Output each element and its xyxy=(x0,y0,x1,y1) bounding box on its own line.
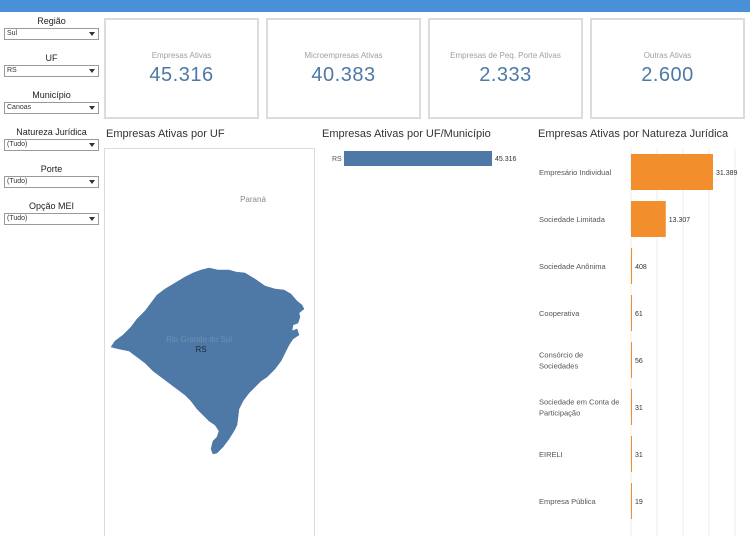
category-label-line: Sociedades xyxy=(539,362,578,371)
kpi-value: 2.333 xyxy=(479,64,532,86)
filter-label: Natureza Jurídica xyxy=(16,127,87,137)
uf-chart-title: Empresas Ativas por UF/Município xyxy=(322,128,491,140)
uf-category-label: RS xyxy=(332,156,342,163)
state-name-label: Rio Grande do Sul xyxy=(166,335,232,344)
natureza-bar[interactable] xyxy=(631,389,632,425)
natureza-category-label: Sociedade em Conta de Participação xyxy=(539,398,619,418)
natureza-value-label: 56 xyxy=(635,358,643,365)
neighbor-state-label: Paraná xyxy=(240,195,266,204)
natureza-value-label: 61 xyxy=(635,311,643,318)
natureza-bar[interactable] xyxy=(631,295,632,331)
natureza-category-label: Empresa Pública xyxy=(539,497,597,506)
filter-label: Opção MEI xyxy=(28,201,75,211)
kpi-value: 45.316 xyxy=(149,64,214,86)
category-label-line: Consórcio de xyxy=(539,351,583,360)
category-label-line: Sociedade Anônima xyxy=(539,262,607,271)
kpi-card-empresas-ativas: Empresas Ativas 45.316 xyxy=(104,18,259,119)
dropdown-value: (Tudo) xyxy=(7,215,28,222)
natureza-bar[interactable] xyxy=(631,248,633,284)
chevron-down-icon xyxy=(89,180,95,184)
natureza-bar[interactable] xyxy=(631,154,713,190)
municipio-dropdown[interactable]: Canoas xyxy=(4,102,99,114)
dropdown-value: Sul xyxy=(7,30,18,37)
kpi-card-pequeno-porte: Empresas de Peq. Porte Ativas 2.333 xyxy=(428,18,583,119)
natureza-category-label: Empresário Individual xyxy=(539,168,611,177)
kpi-label: Empresas Ativas xyxy=(151,51,212,60)
category-label-line: Cooperativa xyxy=(539,309,580,318)
natureza-value-label: 31 xyxy=(635,452,643,459)
dropdown-value: RS xyxy=(7,67,17,74)
mei-dropdown[interactable]: (Tudo) xyxy=(4,213,99,225)
natureza-category-label: EIRELI xyxy=(539,450,563,459)
uf-dropdown[interactable]: RS xyxy=(4,65,99,77)
filter-porte: Porte (Tudo) xyxy=(4,162,99,199)
category-label-line: Empresário Individual xyxy=(539,168,611,177)
natureza-category-label: Cooperativa xyxy=(539,309,580,318)
category-label-line: Sociedade Limitada xyxy=(539,215,606,224)
natureza-category-label: Consórcio de Sociedades xyxy=(539,351,583,371)
natureza-value-label: 408 xyxy=(635,264,647,271)
natureza-bar[interactable] xyxy=(631,342,632,378)
kpi-label: Microempresas Ativas xyxy=(304,51,383,60)
filter-municipio: Município Canoas xyxy=(4,88,99,125)
natureza-value-label: 31.389 xyxy=(716,170,738,177)
natureza-chart-title: Empresas Ativas por Natureza Jurídica xyxy=(538,128,729,140)
natureza-bar[interactable] xyxy=(631,436,632,472)
chevron-down-icon xyxy=(89,217,95,221)
uf-value-label: 45.316 xyxy=(495,156,517,163)
map-title: Empresas Ativas por UF xyxy=(106,128,225,140)
uf-municipio-chart: RS 45.316 xyxy=(332,151,517,166)
natureza-juridica-chart: Empresário Individual 31.389 Sociedade Lim… xyxy=(539,148,738,536)
chevron-down-icon xyxy=(89,69,95,73)
filter-label: Município xyxy=(32,90,71,100)
top-banner xyxy=(0,0,750,12)
natureza-dropdown[interactable]: (Tudo) xyxy=(4,139,99,151)
map-canvas: Paraná Rio Grande do Sul RS xyxy=(110,195,305,455)
filter-regiao: Região Sul xyxy=(4,14,99,51)
uf-bar[interactable] xyxy=(344,151,492,166)
kpi-card-microempresas: Microempresas Ativas 40.383 xyxy=(266,18,421,119)
chevron-down-icon xyxy=(89,32,95,36)
map-panel: Paraná Rio Grande do Sul RS xyxy=(104,148,315,536)
natureza-value-label: 19 xyxy=(635,499,643,506)
state-abbrev-label: RS xyxy=(195,345,206,354)
filter-label: Região xyxy=(37,16,66,26)
chevron-down-icon xyxy=(89,106,95,110)
filter-mei: Opção MEI (Tudo) xyxy=(4,199,99,236)
porte-dropdown[interactable]: (Tudo) xyxy=(4,176,99,188)
natureza-category-label: Sociedade Limitada xyxy=(539,215,606,224)
kpi-value: 2.600 xyxy=(641,64,694,86)
category-label-line: Participação xyxy=(539,409,580,418)
rs-state-shape[interactable] xyxy=(110,267,305,455)
filter-panel: Região Sul UF RS Município Canoas Nature… xyxy=(4,14,99,236)
natureza-bar[interactable] xyxy=(631,201,666,237)
natureza-bar[interactable] xyxy=(631,483,632,519)
kpi-card-outras: Outras Ativas 2.600 xyxy=(590,18,745,119)
category-label-line: Sociedade em Conta de xyxy=(539,398,619,407)
kpi-value: 40.383 xyxy=(311,64,376,86)
natureza-category-label: Sociedade Anônima xyxy=(539,262,607,271)
chevron-down-icon xyxy=(89,143,95,147)
filter-label: UF xyxy=(45,53,58,63)
kpi-label: Empresas de Peq. Porte Ativas xyxy=(450,51,561,60)
dropdown-value: (Tudo) xyxy=(7,178,28,185)
natureza-value-label: 13.307 xyxy=(669,217,691,224)
filter-natureza: Natureza Jurídica (Tudo) xyxy=(4,125,99,162)
category-label-line: Empresa Pública xyxy=(539,497,597,506)
filter-label: Porte xyxy=(40,164,63,174)
kpi-label: Outras Ativas xyxy=(643,51,692,60)
dropdown-value: Canoas xyxy=(7,104,32,111)
regiao-dropdown[interactable]: Sul xyxy=(4,28,99,40)
dropdown-value: (Tudo) xyxy=(7,141,28,148)
category-label-line: EIRELI xyxy=(539,450,563,459)
natureza-value-label: 31 xyxy=(635,405,643,412)
filter-uf: UF RS xyxy=(4,51,99,88)
